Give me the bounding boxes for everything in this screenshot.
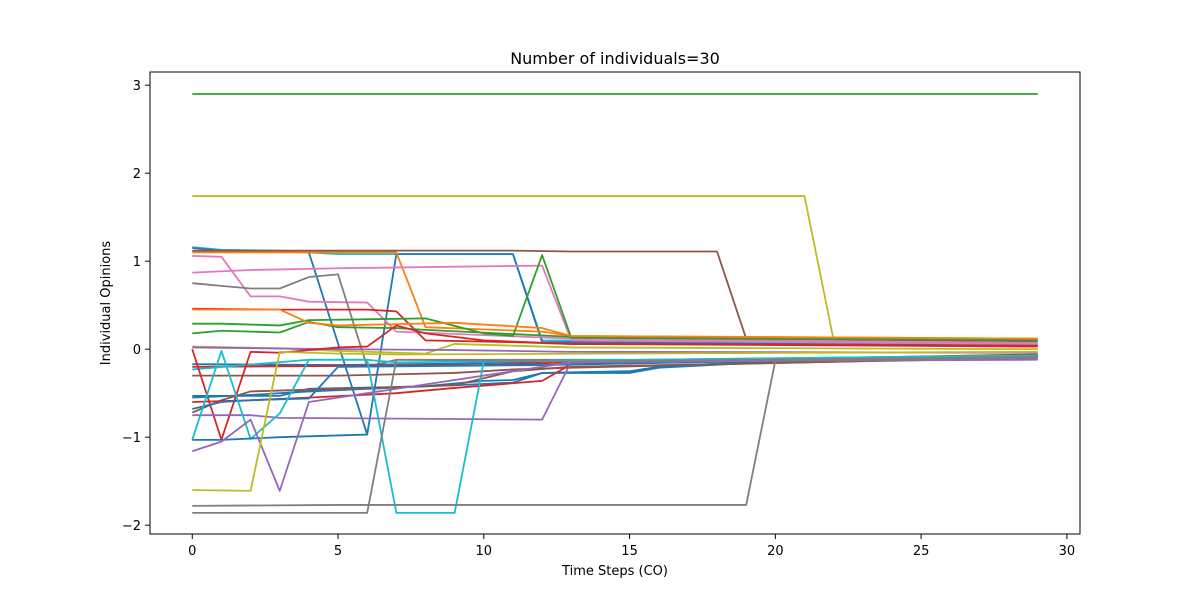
series-line-25 — [192, 355, 1038, 410]
x-tick-label: 5 — [334, 544, 342, 559]
y-tick-label: 1 — [133, 255, 141, 270]
y-axis-label: Individual Opinions — [99, 241, 114, 366]
x-tick-label: 30 — [1059, 544, 1076, 559]
y-tick-label: 2 — [133, 167, 141, 182]
y-axis-ticks: −2 −1 0 1 2 3 — [122, 79, 150, 534]
series-line-28 — [192, 433, 368, 441]
chart-title: Number of individuals=30 — [510, 49, 720, 68]
series-line-13 — [192, 308, 1038, 340]
y-tick-label: −2 — [122, 519, 141, 534]
series-line-32 — [192, 356, 1038, 514]
x-axis-ticks: 0 5 10 15 20 25 30 — [188, 534, 1075, 559]
series-line-27 — [191, 350, 1038, 514]
x-tick-label: 10 — [476, 544, 493, 559]
x-tick-label: 25 — [913, 544, 930, 559]
series-line-15 — [192, 346, 1038, 354]
y-tick-label: 3 — [133, 79, 141, 94]
series-layer — [191, 93, 1038, 514]
x-tick-label: 20 — [767, 544, 784, 559]
series-line-30 — [192, 350, 1038, 492]
y-tick-label: 0 — [133, 343, 141, 358]
series-line-29 — [191, 357, 1038, 492]
series-line-12 — [192, 321, 1038, 341]
y-tick-label: −1 — [122, 431, 141, 446]
series-line-11 — [192, 254, 1038, 342]
series-line-8 — [192, 264, 1038, 345]
series-line-20 — [191, 324, 1038, 441]
x-tick-label: 15 — [621, 544, 638, 559]
x-axis-label: Time Steps (CO) — [561, 564, 668, 579]
x-tick-label: 0 — [188, 544, 196, 559]
plot-frame — [149, 71, 1081, 535]
series-line-31 — [192, 357, 1038, 507]
